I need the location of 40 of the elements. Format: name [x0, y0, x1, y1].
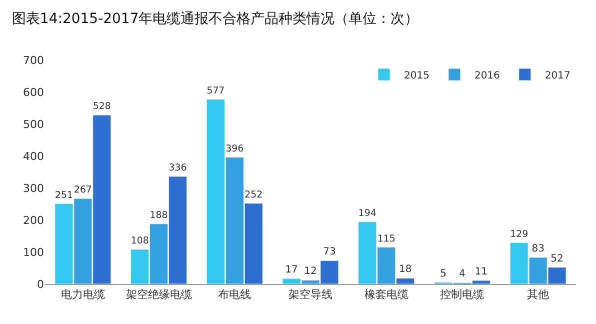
data-label: 12: [304, 266, 317, 278]
data-label: 252: [244, 190, 263, 201]
legend-label: 2015: [404, 70, 430, 82]
y-tick-label: 600: [23, 86, 44, 99]
legend-label: 2017: [544, 70, 570, 82]
legend-label: 2016: [474, 70, 500, 82]
data-label: 17: [285, 264, 298, 276]
data-label: 194: [358, 208, 376, 220]
data-label: 188: [150, 210, 168, 222]
x-tick-label: 其他: [527, 288, 550, 302]
data-label: 115: [377, 233, 396, 244]
data-label: 251: [54, 190, 73, 201]
data-label: 267: [74, 184, 92, 196]
data-label: 336: [168, 162, 187, 174]
data-label: 528: [92, 101, 111, 112]
data-label: 577: [206, 86, 225, 97]
data-label: 108: [130, 236, 149, 247]
data-label: 129: [510, 228, 528, 240]
y-tick-label: 100: [23, 246, 44, 259]
y-tick-label: 700: [23, 54, 44, 67]
data-label: 18: [398, 264, 412, 276]
y-tick-label: 400: [23, 150, 44, 163]
y-tick-label: 0: [37, 278, 44, 291]
x-tick-label: 控制电缆: [440, 288, 484, 302]
data-label: 5: [440, 268, 446, 280]
y-tick-label: 300: [23, 182, 44, 195]
x-tick-label: 布电线: [218, 288, 252, 302]
data-label: 73: [323, 246, 336, 258]
data-label: 52: [550, 253, 564, 264]
x-tick-label: 电力电缆: [60, 288, 105, 302]
data-label: 83: [532, 243, 544, 254]
data-label: 4: [459, 268, 466, 280]
x-tick-label: 架空绝缘电缆: [126, 288, 192, 302]
data-label: 396: [226, 143, 244, 154]
x-tick-label: 架空导线: [288, 288, 332, 302]
y-tick-label: 500: [23, 118, 44, 131]
x-tick-label: 橡套电缆: [364, 288, 408, 302]
y-tick-label: 200: [23, 214, 44, 227]
data-label: 11: [474, 266, 488, 278]
chart-title: 图表14:2015-2017年电缆通报不合格产品种类情况（单位：次）: [12, 10, 419, 27]
